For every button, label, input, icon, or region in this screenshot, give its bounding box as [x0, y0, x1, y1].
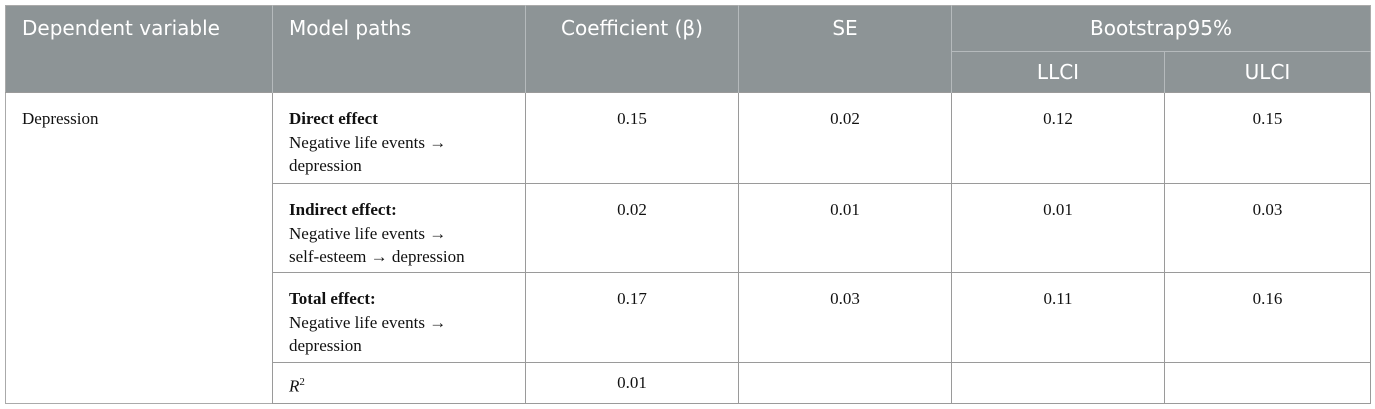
- body-row: Depression Direct effect Negative life eve…: [5, 92, 1371, 404]
- path-cell: Direct effect Negative life events → depre…: [272, 92, 526, 184]
- header-cell: ULCI: [1164, 51, 1371, 93]
- value-cell: 0.17: [525, 272, 739, 363]
- header-cell: Model paths: [272, 5, 526, 93]
- value-cell: 0.16: [1164, 272, 1371, 363]
- header-row: Dependent variable Model paths Coefficie…: [5, 5, 1371, 93]
- path-cell: R2: [272, 362, 526, 404]
- value-cell: 0.01: [738, 183, 952, 273]
- header-cell: SE: [738, 5, 952, 93]
- empty-cell: [738, 362, 952, 404]
- header-cell: Dependent variable: [5, 5, 273, 93]
- value-cell: 0.15: [1164, 92, 1371, 184]
- header-cell: Coefficient (β): [525, 5, 739, 93]
- value-cell: 0.15: [525, 92, 739, 184]
- value-cell: 0.02: [738, 92, 952, 184]
- body-row: Total effect: Negative life events → depre…: [6, 272, 1371, 363]
- header-cell: LLCI: [951, 51, 1165, 93]
- header-row: LLCI ULCI: [6, 51, 1371, 93]
- path-cell: Total effect: Negative life events → depre…: [272, 272, 526, 363]
- table-header: Dependent variable Model paths Coefficie…: [5, 5, 1371, 93]
- r2-superscript: 2: [299, 376, 305, 388]
- path-text: depression: [289, 156, 362, 175]
- value-cell: 0.01: [951, 183, 1165, 273]
- value-cell: 0.11: [951, 272, 1165, 363]
- r2-symbol: R: [289, 376, 300, 396]
- path-text: Negative life events →: [289, 223, 447, 243]
- value-cell: 0.02: [525, 183, 739, 273]
- path-label: Indirect effect:: [289, 200, 397, 219]
- path-text: Negative life events →: [289, 312, 447, 332]
- dependent-cell: Depression: [5, 92, 273, 404]
- value-cell: 0.12: [951, 92, 1165, 184]
- table-body: Depression Direct effect Negative life eve…: [5, 92, 1371, 404]
- path-text: depression: [289, 336, 362, 355]
- body-row: R2 0.01: [6, 362, 1371, 404]
- value-cell: 0.03: [1164, 183, 1371, 273]
- path-label: Direct effect: [289, 109, 378, 128]
- path-text: self-esteem → depression: [289, 247, 465, 266]
- results-table: Dependent variable Model paths Coefficie…: [5, 5, 1371, 404]
- body-row: Indirect effect: Negative life events → se…: [6, 183, 1371, 273]
- header-cell: Bootstrap95%: [951, 5, 1371, 52]
- path-cell: Indirect effect: Negative life events → se…: [272, 183, 526, 273]
- empty-cell: [951, 362, 1165, 404]
- path-label: Total effect:: [289, 289, 376, 308]
- path-text: Negative life events →: [289, 132, 447, 152]
- value-cell: 0.03: [738, 272, 952, 363]
- value-cell: 0.01: [525, 362, 739, 404]
- empty-cell: [1164, 362, 1371, 404]
